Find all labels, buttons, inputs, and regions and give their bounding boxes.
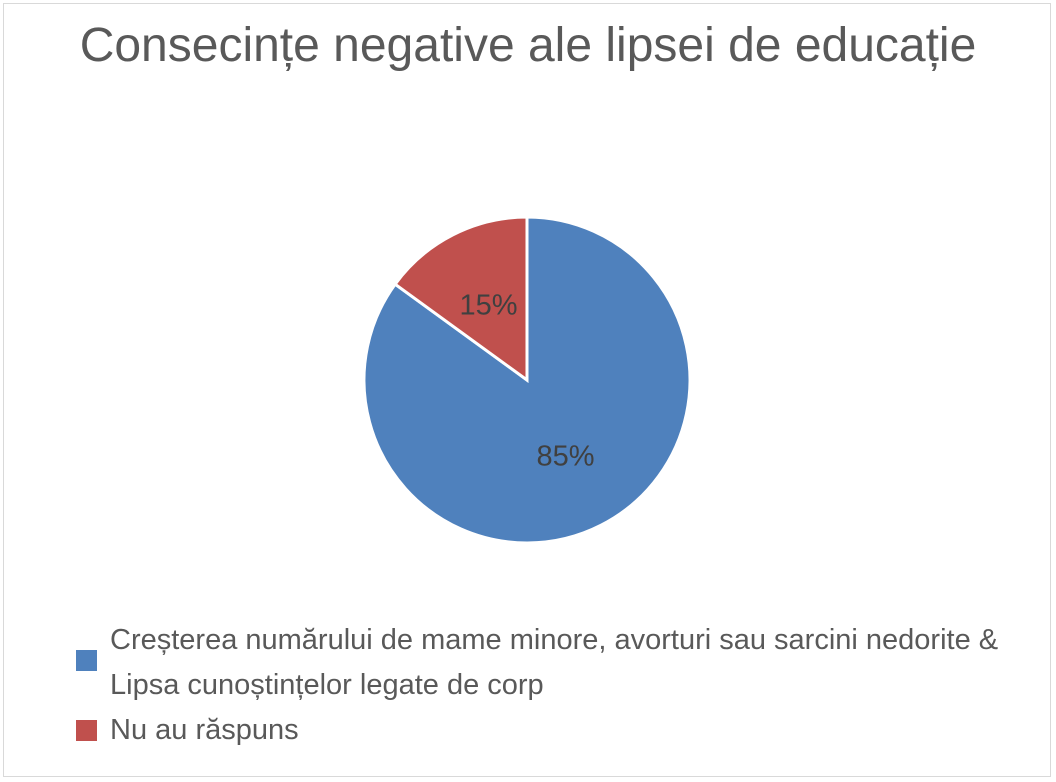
- data-label-0: 85%: [536, 441, 594, 473]
- legend-item-nu-au-raspuns: Nu au răspuns: [76, 708, 1036, 753]
- data-label-1: 15%: [459, 290, 517, 322]
- legend-swatch-blue: [76, 650, 97, 671]
- legend: Creșterea numărului de mame minore, avor…: [76, 618, 1036, 753]
- pie-slice-1: [393, 215, 529, 383]
- legend-swatch-red: [76, 720, 97, 741]
- chart-title: Consecințe negative ale lipsei de educaț…: [79, 19, 977, 72]
- legend-label: Nu au răspuns: [110, 714, 299, 746]
- legend-label: Creșterea numărului de mame minore, avor…: [110, 624, 999, 701]
- legend-item-cresterea: Creșterea numărului de mame minore, avor…: [76, 618, 1036, 708]
